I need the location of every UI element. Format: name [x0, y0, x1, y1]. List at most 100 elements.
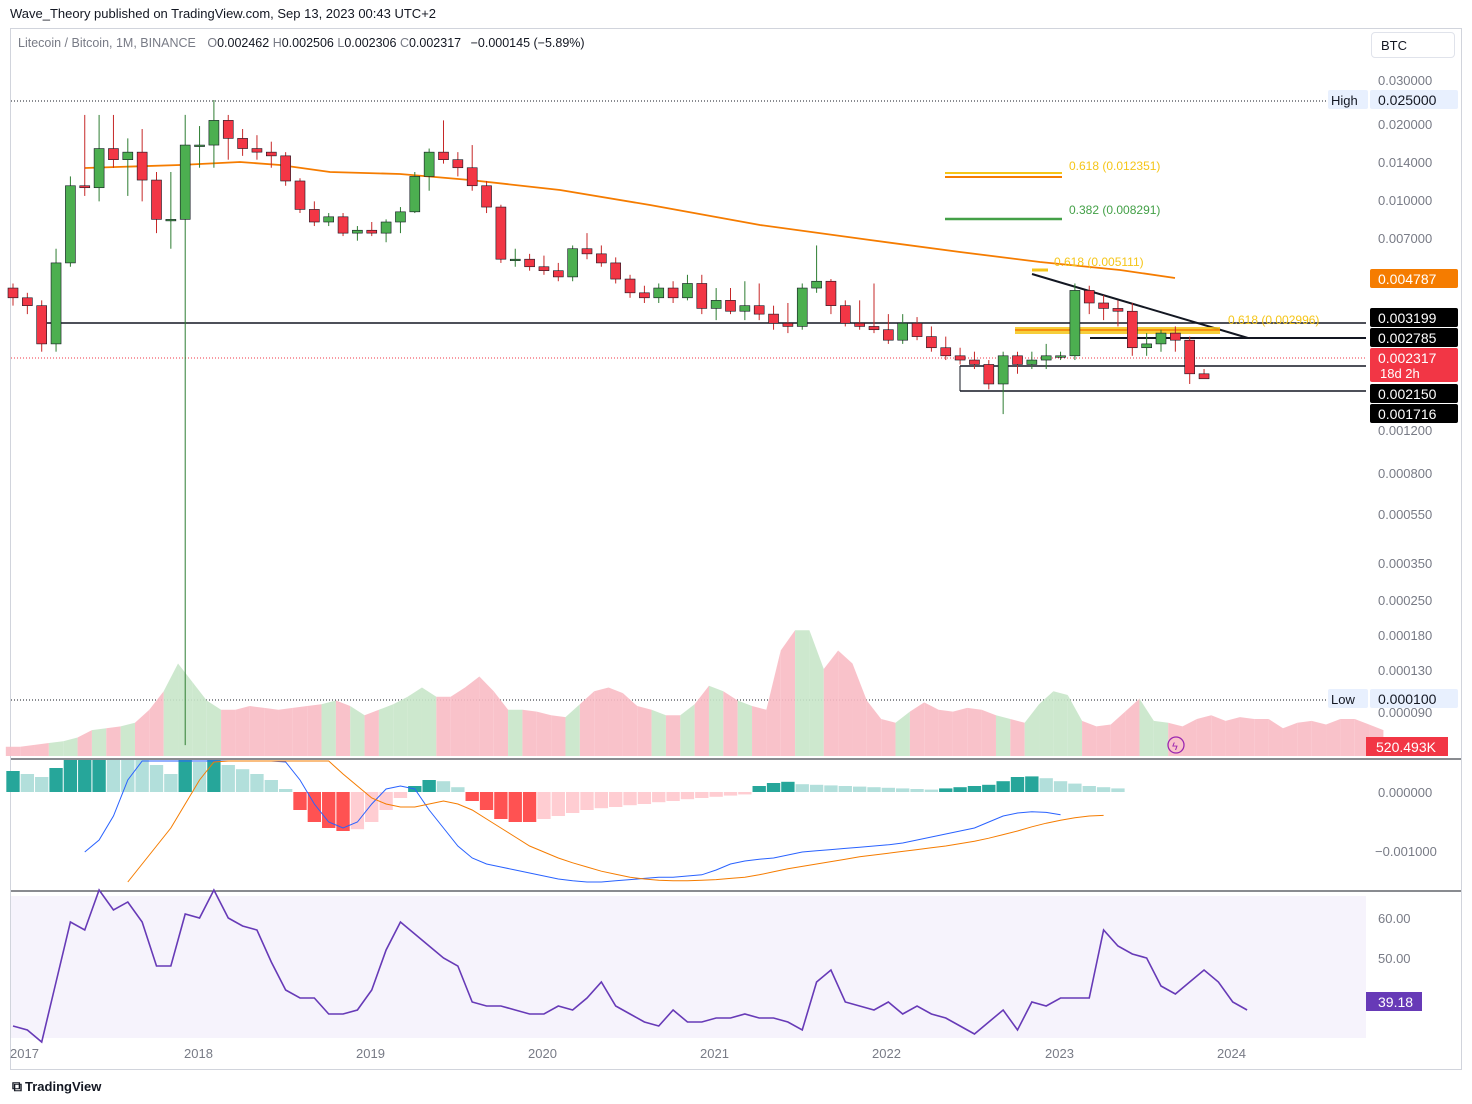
rsi-badge: 39.18 [1378, 994, 1413, 1010]
volume-area-segment [938, 709, 953, 756]
volume-area-segment [48, 741, 64, 756]
candle-body [179, 144, 191, 220]
candle-body [839, 305, 851, 324]
candle-body [997, 355, 1009, 385]
candle-body [65, 185, 76, 264]
candle-body [624, 278, 636, 294]
volume-area-segment [1354, 719, 1370, 756]
candle-body [825, 280, 837, 306]
macd-histogram-bar [939, 788, 953, 792]
macd-histogram-bar [896, 788, 910, 792]
price-axis-tick: 0.010000 [1378, 193, 1432, 208]
macd-histogram-bar [494, 792, 508, 819]
price-badge-label: Low [1331, 692, 1355, 707]
low-label: L [337, 36, 345, 50]
candle-body [983, 364, 995, 385]
volume-area-segment [1225, 717, 1240, 756]
macd-histogram-bar [78, 760, 92, 792]
volume-area-segment [221, 709, 236, 756]
candle-body [395, 211, 406, 223]
macd-histogram-bar [594, 792, 609, 809]
high-label: H [272, 36, 282, 50]
price-badge-value: 0.004787 [1378, 271, 1437, 287]
macd-histogram-bar [953, 787, 967, 792]
macd-histogram-bar [192, 762, 207, 792]
candle-body [122, 151, 134, 160]
macd-histogram-bar [695, 792, 709, 798]
macd-histogram-bar [451, 787, 465, 792]
macd-histogram-bar [852, 786, 867, 792]
macd-histogram-bar [967, 786, 982, 792]
macd-histogram-bar [537, 792, 551, 819]
price-badge-bg [1370, 348, 1458, 382]
volume-area-segment [1125, 698, 1140, 756]
macd-histogram-bar [637, 792, 652, 804]
price-badge-label: High [1331, 93, 1358, 108]
candle-body [466, 167, 478, 187]
price-badge-value: 0.002150 [1378, 386, 1437, 402]
macd-histogram-bar [278, 789, 293, 792]
volume-area-segment [522, 709, 537, 756]
tradingview-logo[interactable]: ⧉ TradingView [12, 1078, 101, 1095]
macd-histogram-bar [106, 760, 121, 792]
candle-body [1127, 310, 1138, 349]
candle-body [1055, 355, 1066, 358]
volume-area-segment [1282, 722, 1298, 756]
price-badge-bg [1370, 90, 1458, 109]
volume-area-segment [924, 702, 939, 756]
volume-area-segment [1268, 719, 1283, 756]
volume-area-segment [5, 746, 21, 756]
candle-body [954, 355, 966, 361]
volume-area-segment [823, 650, 839, 756]
candle-body [237, 138, 248, 149]
symbol-title[interactable]: Litecoin / Bitcoin, 1M, BINANCE [18, 36, 196, 50]
candle-body [495, 206, 507, 260]
volume-area-segment [1254, 719, 1269, 756]
volume-area-segment [163, 663, 179, 756]
volume-area-segment [493, 691, 509, 756]
volume-area-segment [852, 663, 867, 756]
volume-area-segment [436, 696, 451, 756]
volume-area-segment [91, 728, 107, 756]
candle-body [753, 305, 765, 315]
volume-area-segment [378, 704, 394, 756]
macd-histogram-bar [1068, 783, 1082, 792]
currency-button[interactable]: BTC [1371, 32, 1455, 58]
alert-icon [1167, 736, 1185, 754]
candle-body [581, 248, 593, 255]
volume-area-segment [795, 630, 810, 756]
price-axis-tick: 0.007000 [1378, 231, 1432, 246]
candle-body [567, 248, 578, 278]
macd-histogram-bar [781, 781, 795, 792]
price-axis-tick: 0.000800 [1378, 466, 1432, 481]
fib-label: 0.382 (0.008291) [1069, 203, 1160, 217]
tradingview-brand: TradingView [25, 1079, 102, 1094]
open-label: O [207, 36, 218, 50]
macd-histogram-bar [924, 789, 939, 792]
candle-body [352, 229, 363, 234]
volume-area-segment [780, 630, 796, 756]
volume-area-segment [235, 706, 250, 756]
volume-area-segment [1153, 720, 1169, 756]
macd-histogram-bar [1111, 788, 1125, 792]
candle-body [1026, 359, 1038, 365]
price-badge-bg [1370, 308, 1458, 327]
macd-histogram-bar [910, 789, 924, 792]
price-axis-tick: 0.000250 [1378, 593, 1432, 608]
candle-body [1141, 343, 1152, 349]
candle-body [1198, 373, 1210, 380]
volume-area-segment [120, 722, 135, 756]
macd-histogram-bar [766, 783, 781, 792]
price-badge-label-bg [1328, 689, 1368, 708]
candle-body [1012, 355, 1023, 365]
volume-area-segment [1326, 719, 1341, 756]
volume-area-segment [1024, 704, 1040, 756]
volume-area-segment [1340, 719, 1355, 756]
candle-body [739, 305, 751, 312]
price-axis-tick: 0.000550 [1378, 507, 1432, 522]
price-badge-value: 0.025000 [1378, 92, 1437, 108]
price-badge-bg [1370, 404, 1458, 423]
candle-body [696, 283, 708, 309]
candle-body [165, 219, 177, 222]
